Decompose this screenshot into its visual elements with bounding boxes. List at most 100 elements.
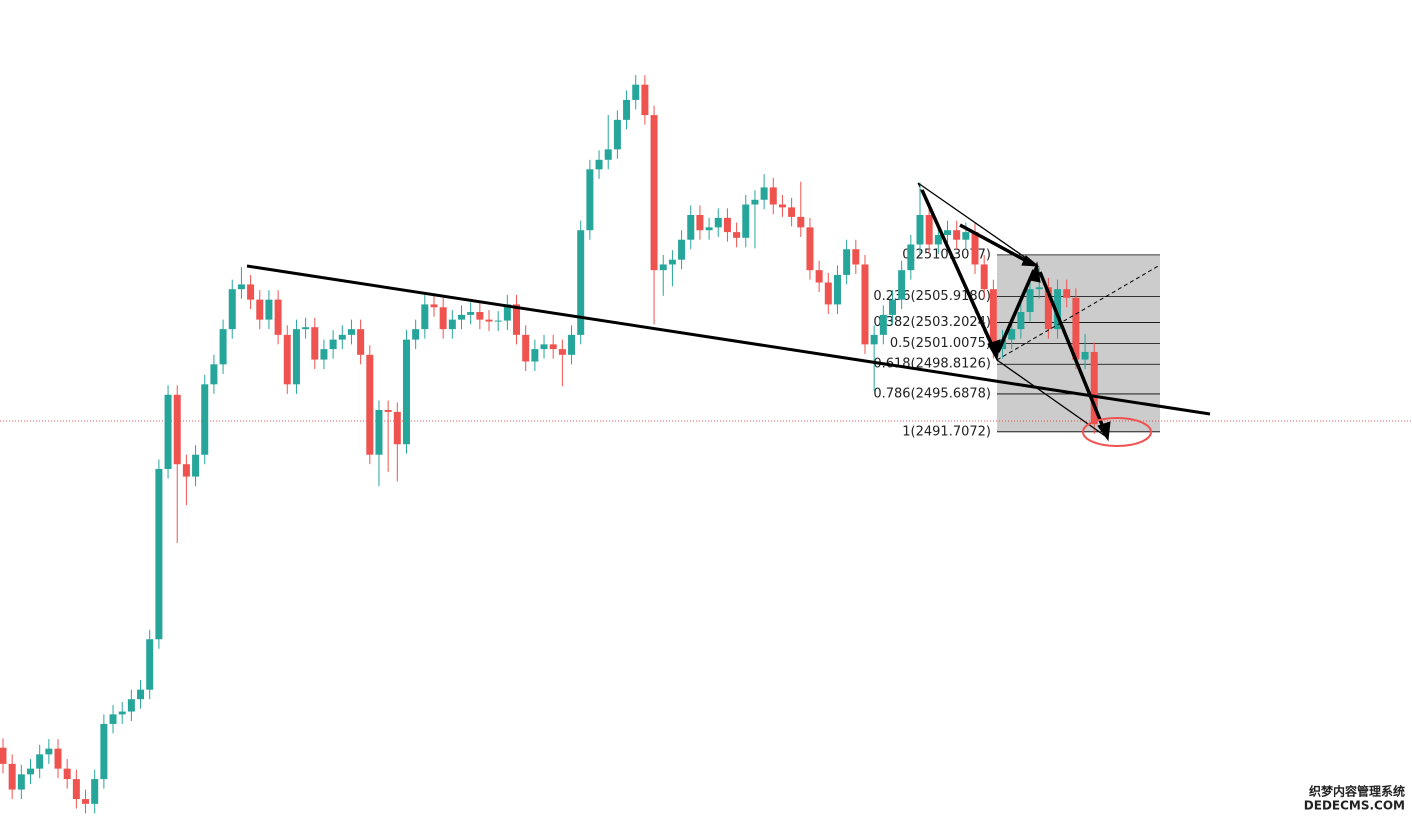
candle-body	[733, 232, 741, 238]
candle-body	[558, 349, 566, 355]
candle-body	[788, 207, 796, 217]
candle-body	[402, 339, 410, 445]
candle-body	[45, 748, 53, 755]
candle-body	[375, 410, 383, 455]
candle-body	[1026, 289, 1034, 313]
candle-body	[723, 217, 731, 233]
candle-body	[173, 394, 181, 465]
candle-body	[494, 320, 502, 322]
candle-body	[668, 259, 676, 265]
candle-body	[833, 274, 841, 305]
candle-body	[164, 394, 172, 469]
candle-body	[687, 214, 695, 240]
fib-label: 0.5(2501.0075)	[890, 336, 991, 351]
candle-body	[54, 748, 62, 769]
candle-body	[155, 468, 163, 640]
candle-body	[100, 723, 108, 780]
arrowhead	[1097, 421, 1111, 442]
candle-body	[63, 768, 71, 780]
candle-body	[879, 314, 887, 335]
candle-body	[925, 214, 933, 245]
candle-body	[531, 349, 539, 362]
candle-body	[1017, 312, 1025, 330]
candle-body	[522, 334, 530, 362]
candle-body	[366, 354, 374, 455]
arrowhead	[1021, 255, 1040, 267]
candle-body	[265, 299, 273, 320]
candle-body	[632, 84, 640, 100]
candle-body	[980, 264, 988, 290]
fib-label: 0.382(2503.2024)	[873, 315, 991, 330]
candle-body	[137, 689, 145, 700]
candle-body	[1054, 289, 1062, 330]
candle-body	[347, 329, 355, 335]
candle-body	[302, 327, 310, 330]
fib-label: 0(2510.3077)	[902, 247, 991, 262]
candle-body	[568, 334, 576, 355]
candle-body	[678, 239, 686, 260]
candle-body	[430, 304, 438, 308]
candle-body	[201, 384, 209, 455]
candle-body	[485, 319, 493, 322]
candle-body	[586, 169, 594, 231]
candle-body	[458, 314, 465, 320]
candle-body	[824, 282, 832, 305]
candle-body	[91, 779, 99, 804]
highlight-ellipse	[1082, 417, 1152, 447]
candle-body	[1072, 297, 1080, 360]
candle-body	[852, 249, 860, 265]
candle-body	[714, 217, 722, 228]
candle-body	[604, 149, 612, 160]
candle-body	[549, 344, 557, 350]
candle-body	[540, 344, 548, 350]
arrowhead	[987, 339, 1001, 362]
candle-body	[870, 334, 878, 345]
candle-body	[953, 230, 961, 240]
candle-body	[696, 214, 704, 231]
candle-body	[338, 334, 346, 340]
arrow	[996, 269, 1036, 353]
candle-body	[861, 264, 869, 345]
candle-body	[219, 329, 227, 365]
candle-body	[127, 699, 135, 712]
candle-body	[623, 99, 631, 120]
candle-body	[944, 230, 952, 235]
candle-body	[210, 364, 218, 385]
drawings	[246, 182, 1211, 447]
candle-body	[439, 307, 447, 330]
candle-body	[769, 187, 777, 205]
candle-body	[412, 329, 420, 340]
candle-body	[705, 227, 713, 231]
arrow	[920, 189, 997, 353]
candle-body	[1081, 351, 1089, 360]
candle-body	[329, 339, 337, 350]
candle-body	[760, 187, 768, 200]
watermark: 织梦内容管理系统	[1309, 784, 1405, 799]
candle-body	[778, 204, 786, 208]
candle-body	[503, 304, 511, 321]
candle-body	[8, 763, 16, 790]
candle-body	[797, 216, 805, 228]
candle-body	[237, 284, 245, 290]
candle-body	[595, 159, 603, 170]
candle-body	[751, 199, 759, 205]
trend-line	[246, 264, 1211, 416]
candle-body	[898, 270, 906, 300]
candle-body	[247, 284, 255, 300]
candle-body	[577, 230, 585, 335]
candle-body	[916, 214, 924, 245]
candle-body	[146, 639, 154, 690]
candle-body	[1008, 329, 1016, 340]
candle-body	[843, 249, 851, 275]
candle-body	[907, 244, 915, 271]
candle-body	[650, 115, 658, 271]
candle-body	[256, 299, 264, 320]
candle-body	[36, 754, 44, 769]
candle-body	[283, 334, 291, 385]
candle-body	[467, 312, 475, 315]
candle-body	[962, 232, 970, 240]
candle-body	[1044, 287, 1052, 330]
candle-body	[182, 464, 190, 477]
candle-body	[888, 299, 896, 315]
